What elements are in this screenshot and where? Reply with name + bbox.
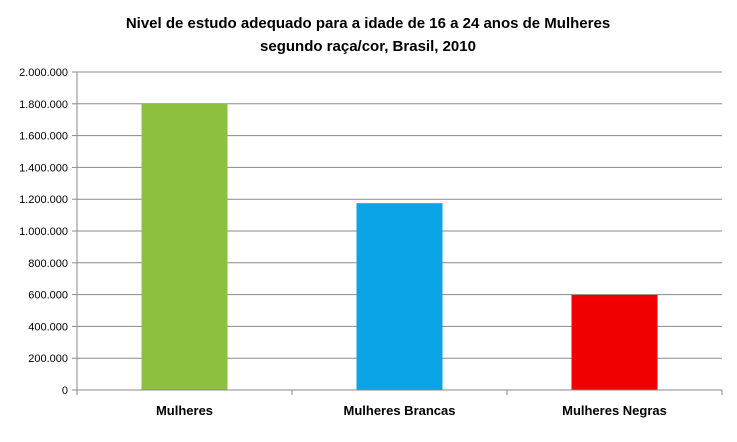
y-tick-label: 800.000 [28, 258, 68, 270]
x-axis-tick-labels: Mulheres Mulheres Brancas Mulheres Negras [76, 390, 723, 418]
y-tick-label: 200.000 [28, 353, 68, 365]
y-tick-label: 600.000 [28, 290, 68, 302]
y-tick-label: 1.600.000 [19, 131, 68, 143]
chart-title-line-2: segundo raça/cor, Brasil, 2010 [260, 38, 476, 55]
bar-1 [356, 203, 443, 390]
y-tick-label: 2.000.000 [19, 67, 68, 79]
y-tick-label: 1.200.000 [19, 194, 68, 206]
axes [76, 72, 722, 391]
y-tick-label: 1.400.000 [19, 162, 68, 174]
x-tick-label: Mulheres Negras [562, 403, 667, 418]
y-tick-label: 1.800.000 [19, 99, 68, 111]
bars [141, 103, 658, 391]
bar-0 [141, 103, 228, 391]
chart-title-line-1: Nivel de estudo adequado para a idade de… [126, 15, 610, 32]
x-tick-label: Mulheres Brancas [344, 403, 456, 418]
y-tick-label: 0 [62, 385, 68, 397]
y-tick-label: 400.000 [28, 321, 68, 333]
x-tick-label: Mulheres [156, 403, 213, 418]
bar-2 [571, 294, 658, 390]
y-tick-label: 1.000.000 [19, 226, 68, 238]
y-axis-tick-labels: 0 200.000 400.000 600.000 800.000 1.000.000 1.… [19, 67, 77, 397]
